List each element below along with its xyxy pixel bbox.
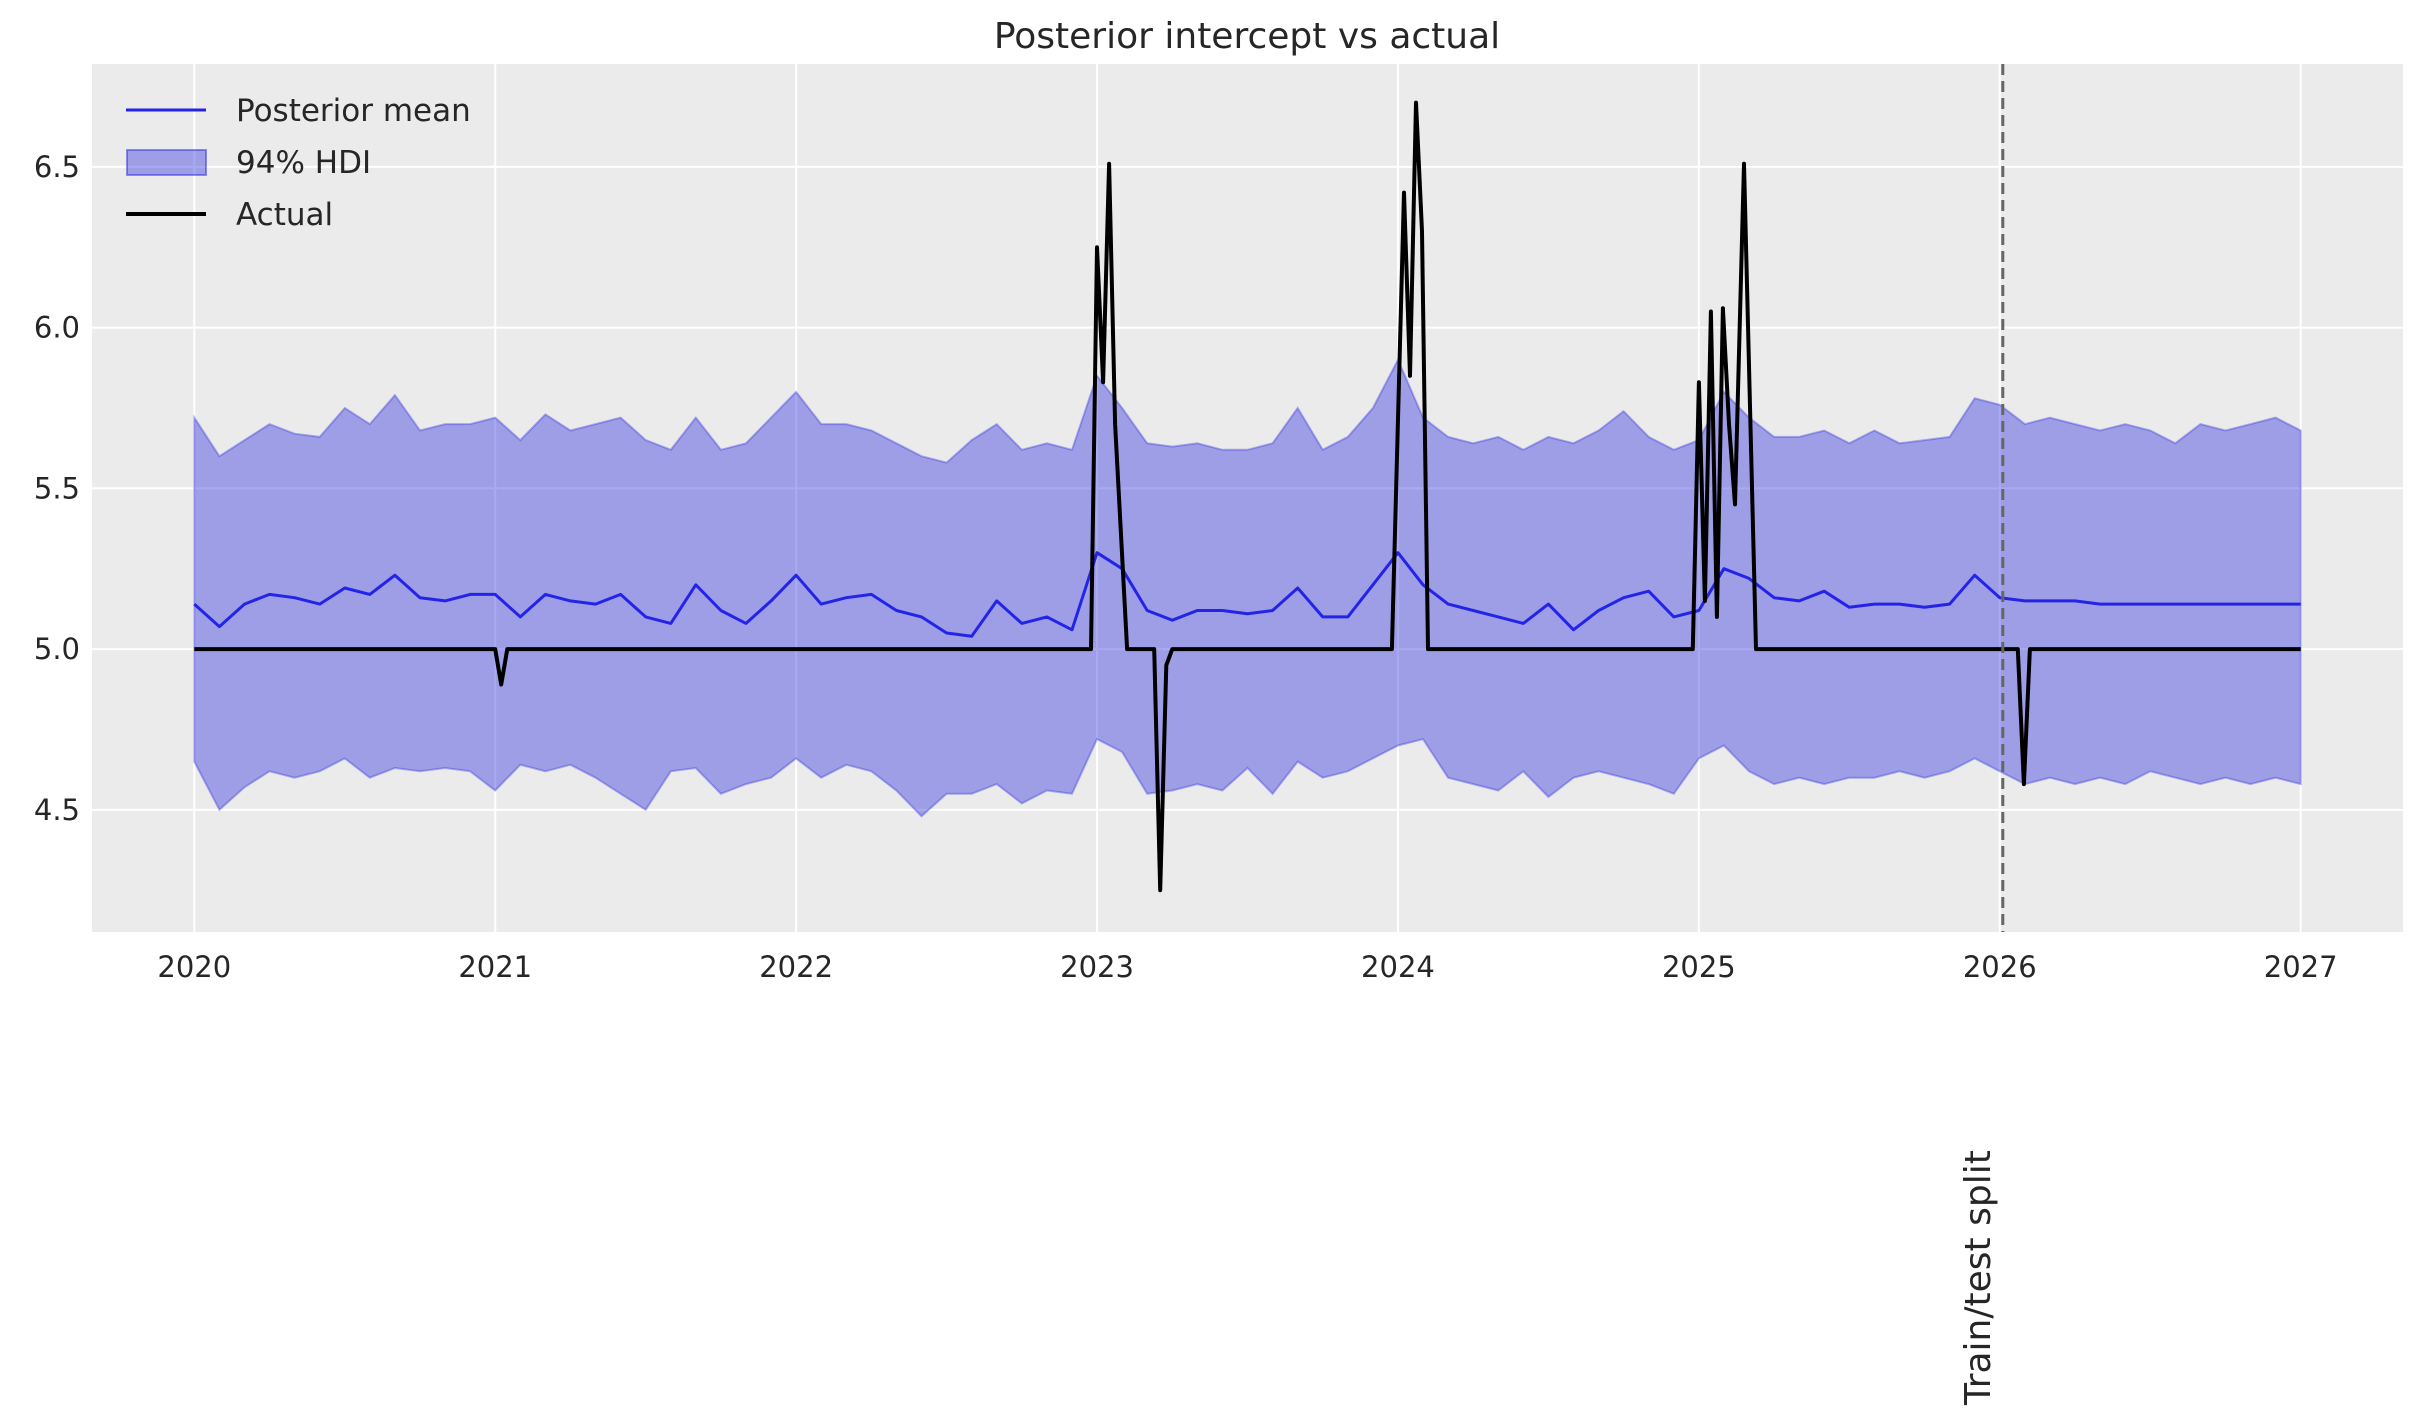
split-label: Train/test split bbox=[1958, 1150, 1999, 1406]
legend: Posterior mean 94% HDI Actual bbox=[126, 93, 471, 233]
posterior-mean-group bbox=[193, 551, 2301, 638]
y-tick-label: 5.0 bbox=[34, 632, 80, 666]
plot-area bbox=[92, 64, 2403, 932]
actual-line bbox=[194, 100, 2301, 893]
legend-label-mean: Posterior mean bbox=[236, 93, 471, 129]
x-tick-label: 2026 bbox=[1963, 950, 2037, 984]
x-tick-label: 2024 bbox=[1361, 950, 1435, 984]
hdi-band bbox=[193, 357, 2302, 818]
chart-title: Posterior intercept vs actual bbox=[994, 16, 1500, 57]
y-tick-label: 4.5 bbox=[34, 793, 80, 827]
y-tick-label: 6.0 bbox=[34, 311, 80, 345]
x-tick-label: 2027 bbox=[2264, 950, 2338, 984]
x-tick-label: 2023 bbox=[1060, 950, 1134, 984]
actual-group bbox=[194, 100, 2301, 893]
x-axis: 2020 2021 2022 2023 2024 2025 2026 2027 bbox=[157, 950, 2337, 984]
x-tick-label: 2020 bbox=[157, 950, 231, 984]
legend-label-hdi: 94% HDI bbox=[236, 145, 371, 181]
x-tick-label: 2022 bbox=[759, 950, 833, 984]
y-tick-label: 6.5 bbox=[34, 150, 80, 184]
posterior-mean-line bbox=[193, 551, 2301, 638]
y-axis: 4.5 5.0 5.5 6.0 6.5 bbox=[34, 150, 80, 827]
split-group: Train/test split bbox=[1958, 64, 2005, 1406]
legend-swatch-hdi bbox=[126, 149, 207, 176]
y-tick-label: 5.5 bbox=[34, 471, 80, 505]
x-tick-label: 2021 bbox=[458, 950, 532, 984]
x-tick-label: 2025 bbox=[1662, 950, 1736, 984]
legend-label-actual: Actual bbox=[236, 197, 333, 233]
hdi-band-group bbox=[193, 357, 2302, 818]
